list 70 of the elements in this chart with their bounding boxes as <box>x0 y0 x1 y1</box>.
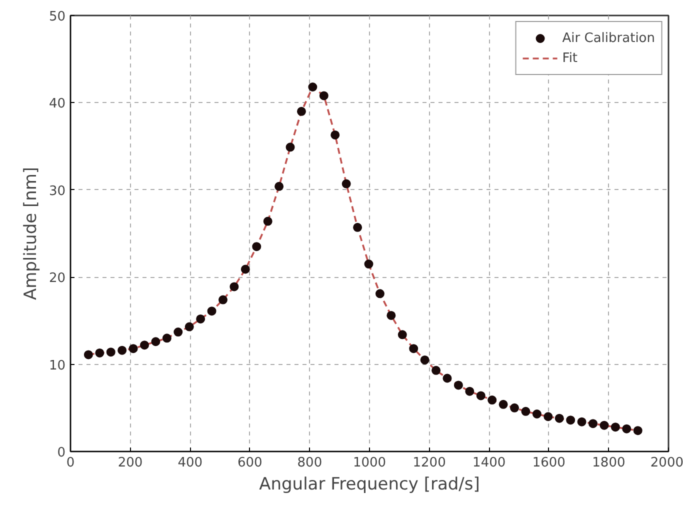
point <box>510 403 520 412</box>
point <box>454 380 463 390</box>
point <box>386 310 396 320</box>
point <box>532 410 542 418</box>
point <box>577 417 586 426</box>
point <box>263 216 272 226</box>
point <box>84 350 93 360</box>
point <box>207 306 216 316</box>
point <box>622 424 632 434</box>
point <box>432 366 441 375</box>
y-tick-label: 20 <box>48 271 66 286</box>
point <box>95 348 104 358</box>
point <box>118 346 127 355</box>
point <box>398 330 407 340</box>
point <box>409 344 418 354</box>
point <box>488 396 497 405</box>
point <box>151 337 160 346</box>
point <box>330 130 340 140</box>
x-tick-label: 200 <box>118 456 143 470</box>
point <box>174 328 183 337</box>
point <box>498 400 508 409</box>
x-tick-label: 1200 <box>412 456 446 470</box>
y-tick-label: 40 <box>48 96 66 112</box>
point <box>442 374 452 383</box>
point <box>128 344 138 354</box>
point <box>375 289 384 298</box>
legend-label: Fit <box>562 50 579 66</box>
point <box>252 242 262 252</box>
y-axis-title: Amplitude [nm] <box>20 166 41 300</box>
point <box>319 91 328 100</box>
point <box>364 260 374 269</box>
point <box>465 386 474 396</box>
point <box>218 295 228 304</box>
point <box>140 340 150 350</box>
point <box>184 322 194 332</box>
point <box>633 426 642 436</box>
point <box>600 420 609 430</box>
point <box>544 412 553 422</box>
x-tick-label: 400 <box>178 456 203 470</box>
point <box>342 179 351 188</box>
point <box>162 334 172 343</box>
point <box>286 142 295 152</box>
point <box>588 419 598 428</box>
point <box>353 222 362 232</box>
x-tick-label: 1000 <box>352 456 386 470</box>
x-tick-label: 1600 <box>532 456 566 470</box>
point <box>106 348 116 357</box>
point <box>521 406 530 416</box>
x-axis-title: Angular Frequency [rad/s] <box>259 474 480 494</box>
x-tick-label: 1800 <box>592 456 626 470</box>
x-tick-label: 2000 <box>650 456 683 470</box>
x-tick-label: 1400 <box>472 456 506 470</box>
point <box>296 106 306 116</box>
y-tick-label: 50 <box>48 10 66 24</box>
legend-label: Air Calibration <box>562 30 655 46</box>
point <box>196 314 206 324</box>
point <box>476 391 486 400</box>
point <box>240 264 250 274</box>
point <box>566 416 576 425</box>
point <box>230 282 239 292</box>
point <box>274 182 284 191</box>
x-tick-label: 600 <box>237 456 262 470</box>
point <box>610 422 620 432</box>
point <box>308 82 318 92</box>
x-tick-label: 800 <box>297 456 322 470</box>
point <box>420 355 430 364</box>
y-tick-label: 10 <box>48 358 66 374</box>
y-tick-label: 30 <box>48 184 66 199</box>
point <box>554 414 564 423</box>
y-tick-label: 0 <box>57 446 66 460</box>
